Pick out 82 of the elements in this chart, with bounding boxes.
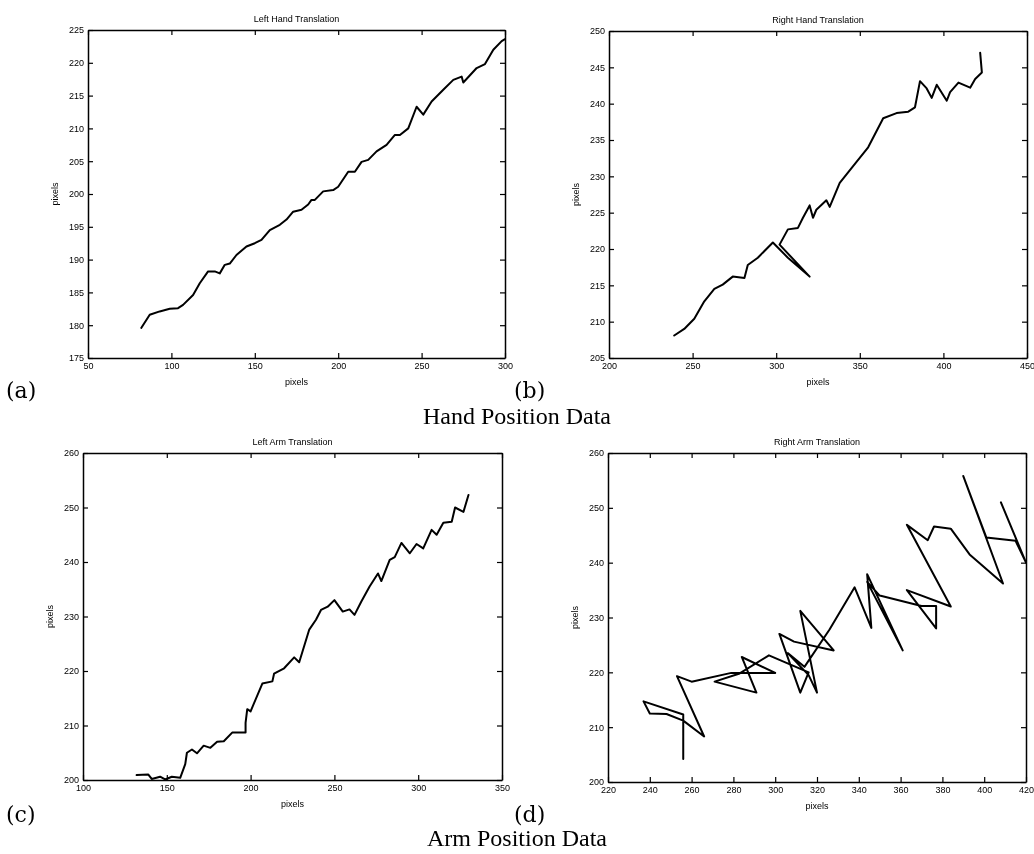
y-tick-label: 235 — [589, 135, 605, 146]
y-tick-label: 185 — [68, 287, 84, 298]
x-tick-label: 320 — [809, 785, 826, 796]
x-axis-title: pixels — [805, 801, 829, 811]
y-tick-label: 210 — [68, 123, 84, 134]
y-tick-label: 175 — [68, 353, 84, 364]
x-tick-label: 220 — [600, 785, 617, 796]
y-tick-label: 230 — [588, 612, 604, 623]
text: (d) — [514, 802, 546, 827]
y-tick-label: 240 — [588, 558, 604, 569]
text: (b) — [514, 378, 546, 403]
x-tick-label: 150 — [247, 361, 263, 372]
y-tick-label: 230 — [63, 611, 79, 622]
y-tick-label: 195 — [68, 222, 84, 233]
y-tick-label: 215 — [68, 90, 84, 101]
x-tick-label: 300 — [769, 361, 785, 372]
x-tick-label: 300 — [497, 361, 514, 372]
y-tick-label: 200 — [68, 189, 84, 200]
line-series — [673, 51, 983, 337]
x-tick-label: 250 — [414, 361, 430, 372]
chart-title: Right Hand Translation — [772, 15, 864, 25]
y-tick-label: 190 — [68, 254, 84, 265]
y-tick-label: 260 — [63, 448, 79, 459]
x-tick-label: 350 — [852, 361, 868, 372]
y-tick-label: 240 — [589, 99, 605, 110]
y-tick-label: 205 — [68, 156, 84, 167]
text: Arm Position Data — [427, 825, 608, 851]
x-tick-label: 400 — [977, 785, 993, 796]
x-tick-label: 200 — [331, 361, 347, 372]
x-tick-label: 50 — [83, 361, 94, 372]
x-tick-label: 100 — [164, 361, 180, 372]
x-tick-label: 100 — [75, 783, 92, 794]
x-tick-label: 260 — [684, 785, 700, 796]
x-axis-title: pixels — [280, 799, 305, 809]
y-tick-label: 180 — [68, 320, 84, 331]
x-tick-label: 240 — [642, 785, 658, 796]
x-tick-label: 380 — [935, 785, 951, 796]
y-tick-label: 250 — [589, 26, 605, 37]
x-tick-label: 300 — [411, 783, 427, 794]
y-tick-label: 220 — [63, 666, 79, 677]
x-tick-label: 150 — [159, 783, 175, 794]
x-axis-title: pixels — [806, 377, 830, 387]
y-tick-label: 260 — [588, 448, 604, 459]
chart-title: Left Arm Translation — [252, 437, 333, 447]
text: (a) — [6, 378, 37, 403]
x-tick-label: 280 — [726, 785, 742, 796]
x-tick-label: 350 — [494, 783, 511, 794]
y-tick-label: 250 — [63, 502, 79, 513]
y-tick-label: 200 — [63, 775, 79, 786]
chart-title: Right Arm Translation — [773, 437, 861, 447]
y-tick-label: 220 — [589, 244, 605, 255]
y-tick-label: 220 — [588, 667, 604, 678]
y-tick-label: 225 — [68, 25, 84, 36]
y-tick-label: 205 — [589, 353, 605, 364]
y-tick-label: 250 — [588, 503, 604, 514]
x-tick-label: 300 — [768, 785, 784, 796]
y-tick-label: 210 — [589, 317, 605, 328]
y-axis-title: pixels — [50, 182, 60, 206]
y-tick-label: 210 — [588, 722, 604, 733]
y-tick-label: 210 — [63, 720, 79, 731]
x-tick-label: 250 — [327, 783, 343, 794]
y-tick-label: 215 — [589, 280, 605, 291]
chart-title: Left Hand Translation — [253, 14, 340, 24]
y-axis-title: pixels — [570, 605, 580, 630]
x-tick-label: 200 — [601, 361, 618, 372]
x-axis-title: pixels — [284, 377, 309, 387]
x-tick-label: 250 — [685, 361, 701, 372]
x-tick-label: 450 — [1019, 361, 1034, 372]
x-tick-label: 340 — [851, 785, 867, 796]
y-tick-label: 245 — [589, 62, 605, 73]
x-tick-label: 420 — [1018, 785, 1034, 796]
y-tick-label: 230 — [589, 171, 605, 182]
y-axis-title: pixels — [571, 182, 581, 207]
y-tick-label: 220 — [68, 58, 84, 69]
y-tick-label: 225 — [589, 208, 605, 219]
y-tick-label: 240 — [63, 557, 79, 568]
x-tick-label: 200 — [243, 783, 259, 794]
text: (c) — [6, 802, 36, 827]
text: Hand Position Data — [423, 403, 612, 429]
x-tick-label: 360 — [893, 785, 909, 796]
x-tick-label: 400 — [936, 361, 952, 372]
y-axis-title: pixels — [45, 604, 55, 629]
